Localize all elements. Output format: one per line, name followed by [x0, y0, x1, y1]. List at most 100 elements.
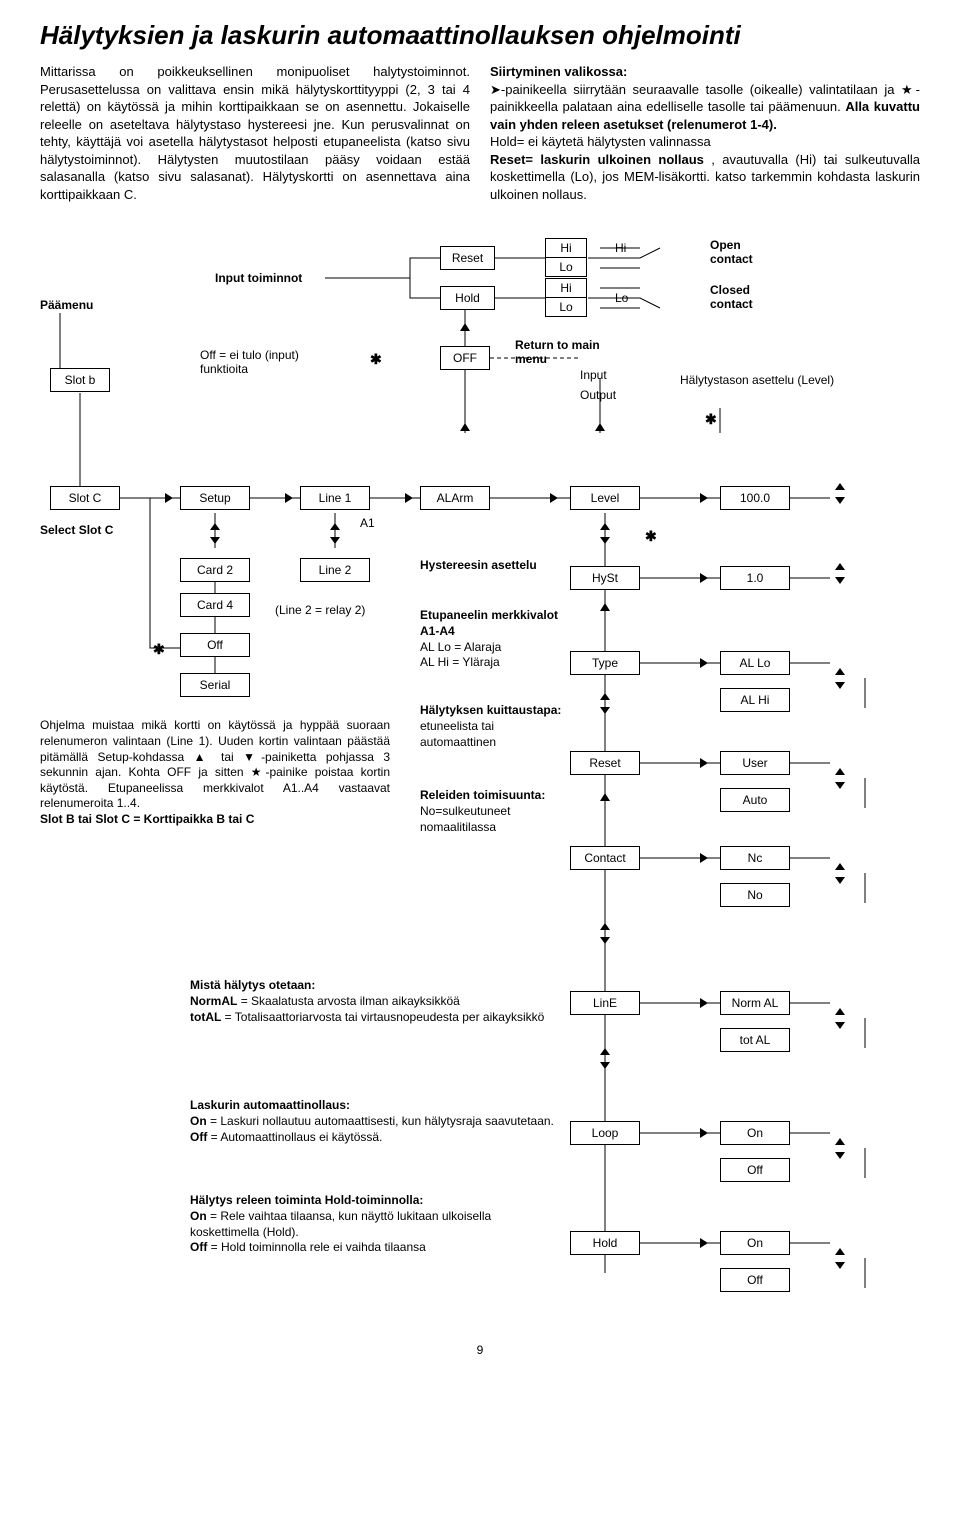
lo-box-1: Lo [545, 258, 587, 277]
output-label: Output [580, 388, 616, 402]
loop-on-box: On [720, 1121, 790, 1145]
intro-left: Mittarissa on poikkeuksellinen monipuoli… [40, 63, 470, 203]
normal-box: Norm AL [720, 991, 790, 1015]
a1-label: A1 [360, 516, 375, 530]
hyst-box: HySt [570, 566, 640, 590]
intro-right-p2: Hold= ei käytetä hälytysten valinnassa [490, 134, 711, 149]
off-desc-label: Off = ei tulo (input) funktioita [200, 348, 340, 376]
input-toiminnot-label: Input toiminnot [215, 271, 302, 285]
tri-u-hyst [600, 603, 610, 611]
card4-box: Card 4 [180, 593, 250, 617]
kuittaus-h: Hälytyksen kuittaustapa: [420, 703, 561, 717]
hold-off: Off [190, 1240, 207, 1254]
intro-right: Siirtyminen valikossa: ➤-painikeella sii… [490, 63, 920, 203]
star-icon-1: ✱ [370, 351, 382, 368]
haly-total: totAL [190, 1010, 221, 1024]
haly-heading: Mistä hälytys otetaan: [190, 978, 315, 992]
reset-box: Reset [570, 751, 640, 775]
haly-total-desc: = Totalisaattoriarvosta tai virtausnopeu… [225, 1010, 545, 1024]
haly-norm-desc: = Skaalatusta arvosta ilman aikayksikköä [241, 994, 460, 1008]
nc-box: Nc [720, 846, 790, 870]
hold-on: On [190, 1209, 207, 1223]
hi-box-1: Hi [545, 238, 587, 258]
hold-on-box: On [720, 1231, 790, 1255]
hyst-val-box: 1.0 [720, 566, 790, 590]
allo-box: AL Lo [720, 651, 790, 675]
reset-top-box: Reset [440, 246, 495, 270]
user-box: User [720, 751, 790, 775]
hold-box: Hold [570, 1231, 640, 1255]
ohjelma-desc: Ohjelma muistaa mikä kortti on käytössä … [40, 718, 390, 810]
laskurin-h: Laskurin automaattinollaus: [190, 1098, 350, 1112]
hold-off-desc: = Hold toiminnolla rele ei vaihda tilaan… [211, 1240, 426, 1254]
intro-right-p3a: Reset= laskurin ulkoinen nollaus [490, 152, 704, 167]
select-slot-c-label: Select Slot C [40, 523, 113, 537]
lo-box-2: Lo [545, 298, 587, 317]
off-box: Off [180, 633, 250, 657]
hold-off-box: Off [720, 1268, 790, 1292]
star-icon-level2: ✱ [645, 528, 657, 545]
type-box: Type [570, 651, 640, 675]
level-val-box: 100.0 [720, 486, 790, 510]
hold-top-box: Hold [440, 286, 495, 310]
return-main-label: Return to main menu [515, 338, 605, 366]
laskurin-on: On [190, 1114, 207, 1128]
no-box: No [720, 883, 790, 907]
slot-b-box: Slot b [50, 368, 110, 392]
hold-h: Hälytys releen toiminta Hold-toiminnolla… [190, 1193, 423, 1207]
tri-r-5 [700, 493, 708, 503]
intro-right-heading: Siirtyminen valikossa: [490, 64, 627, 79]
line2-box: Line 2 [300, 558, 370, 582]
flowchart-diagram: Päämenu Input toiminnot Reset Hold Hi Lo… [40, 233, 920, 1333]
contact-box: Contact [570, 846, 640, 870]
releiden-b: No=sulkeutuneet nomaalitilassa [420, 804, 510, 834]
loop-box: Loop [570, 1121, 640, 1145]
star-icon-level: ✱ [705, 411, 717, 428]
triangle-up-icon-3 [595, 423, 605, 431]
tri-r-2 [285, 493, 293, 503]
line1-box: Line 1 [300, 486, 370, 510]
line-e-box: LinE [570, 991, 640, 1015]
slot-desc: Slot B tai Slot C = Korttipaikka B tai C [40, 812, 254, 826]
laskurin-on-desc: = Laskuri nollautuu automaattisesti, kun… [210, 1114, 554, 1128]
open-contact-label: Opencontact [710, 238, 753, 266]
input-label: Input [580, 368, 607, 382]
tri-r-hold [700, 1238, 708, 1248]
hold-on-desc: = Rele vaihtaa tilaansa, kun näyttö luki… [190, 1209, 491, 1239]
triangle-up-icon [460, 323, 470, 331]
tri-r-reset [700, 758, 708, 768]
tri-u-reset [600, 793, 610, 801]
serial-box: Serial [180, 673, 250, 697]
star-icon-off: ✱ [153, 641, 165, 658]
tri-r-contact [700, 853, 708, 863]
closed-contact-label: Closedcontact [710, 283, 753, 311]
alhi-box: AL Hi [720, 688, 790, 712]
line2-note: (Line 2 = relay 2) [275, 603, 365, 617]
lo-label: Lo [615, 291, 628, 305]
releiden-h: Releiden toimisuunta: [420, 788, 545, 802]
loop-off-box: Off [720, 1158, 790, 1182]
intro-columns: Mittarissa on poikkeuksellinen monipuoli… [40, 63, 920, 203]
hi-box-2: Hi [545, 278, 587, 298]
tri-r-hyst [700, 573, 708, 583]
tri-r-line [700, 998, 708, 1008]
total-box: tot AL [720, 1028, 790, 1052]
triangle-up-icon-2 [460, 423, 470, 431]
slot-c-box: Slot C [50, 486, 120, 510]
alarm-box: ALArm [420, 486, 490, 510]
tri-r-type [700, 658, 708, 668]
card2-box: Card 2 [180, 558, 250, 582]
tri-r-3 [405, 493, 413, 503]
haly-asettelu-label: Hälytystason asettelu (Level) [680, 373, 850, 387]
page-number: 9 [40, 1343, 920, 1357]
tri-r-4 [550, 493, 558, 503]
auto-box: Auto [720, 788, 790, 812]
off-cap-box: OFF [440, 346, 490, 370]
level-box: Level [570, 486, 640, 510]
etupaneeli-b: AL Lo = AlarajaAL Hi = Yläraja [420, 640, 501, 670]
laskurin-off: Off [190, 1130, 207, 1144]
kuittaus-b: etuneelista tai automaattinen [420, 719, 496, 749]
etupaneeli-h: Etupaneelin merkkivalot A1-A4 [420, 608, 558, 638]
tri-r-loop [700, 1128, 708, 1138]
hi-label: Hi [615, 241, 626, 255]
